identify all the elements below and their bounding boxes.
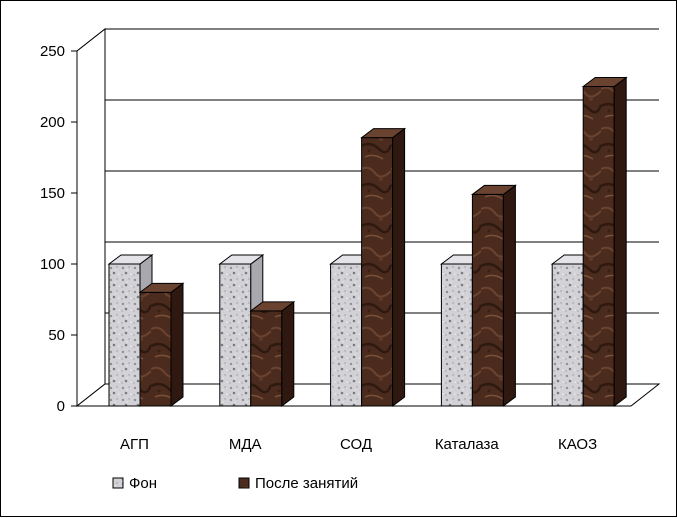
bar-posle-front — [361, 137, 394, 407]
legend: Фон После занятий — [112, 475, 358, 492]
bar-top — [218, 254, 265, 265]
bar-side — [170, 282, 184, 407]
bar-layer — [107, 76, 628, 407]
legend-swatch — [238, 477, 250, 489]
bar-fon-front — [440, 263, 473, 407]
bar-fon-front — [551, 263, 584, 407]
bar-top — [360, 128, 407, 139]
bar-fon-front — [330, 263, 363, 407]
x-tick-label: МДА — [229, 436, 262, 453]
bar-posle-front — [582, 86, 615, 407]
bar-fon-front — [108, 263, 141, 407]
x-tick-label: КАОЗ — [558, 436, 597, 453]
bar-side — [613, 76, 627, 407]
bar-side — [502, 184, 516, 407]
bar-top — [107, 254, 154, 265]
y-tick-label: 0 — [57, 398, 65, 415]
legend-label: После занятий — [255, 475, 358, 492]
bar-fon-front — [219, 263, 252, 407]
x-tick-label: АГП — [120, 436, 149, 453]
y-tick-label: 100 — [40, 256, 65, 273]
bar-top — [470, 184, 517, 195]
bar-posle-front — [471, 193, 504, 407]
x-tick-label: Каталаза — [435, 436, 500, 453]
x-tick-label: СОД — [340, 436, 372, 453]
legend-swatch — [112, 477, 124, 489]
bar-side — [281, 300, 295, 407]
y-tick-label: 250 — [40, 43, 65, 60]
bar-posle-front — [139, 291, 172, 407]
bar-top — [138, 282, 185, 293]
bar-top — [581, 77, 628, 87]
label-layer: 0 50 100 150 200 250 АГП МДА СОД Каталаза КАОЗ — [40, 43, 597, 453]
y-tick-label: 200 — [40, 114, 65, 131]
legend-label: Фон — [129, 475, 157, 492]
side-wall — [76, 27, 106, 408]
bar-top — [249, 301, 296, 312]
y-tick-label: 50 — [48, 327, 65, 344]
y-tick-label: 150 — [40, 185, 65, 202]
bar-side — [392, 127, 406, 407]
bar-posle-front — [250, 310, 283, 407]
